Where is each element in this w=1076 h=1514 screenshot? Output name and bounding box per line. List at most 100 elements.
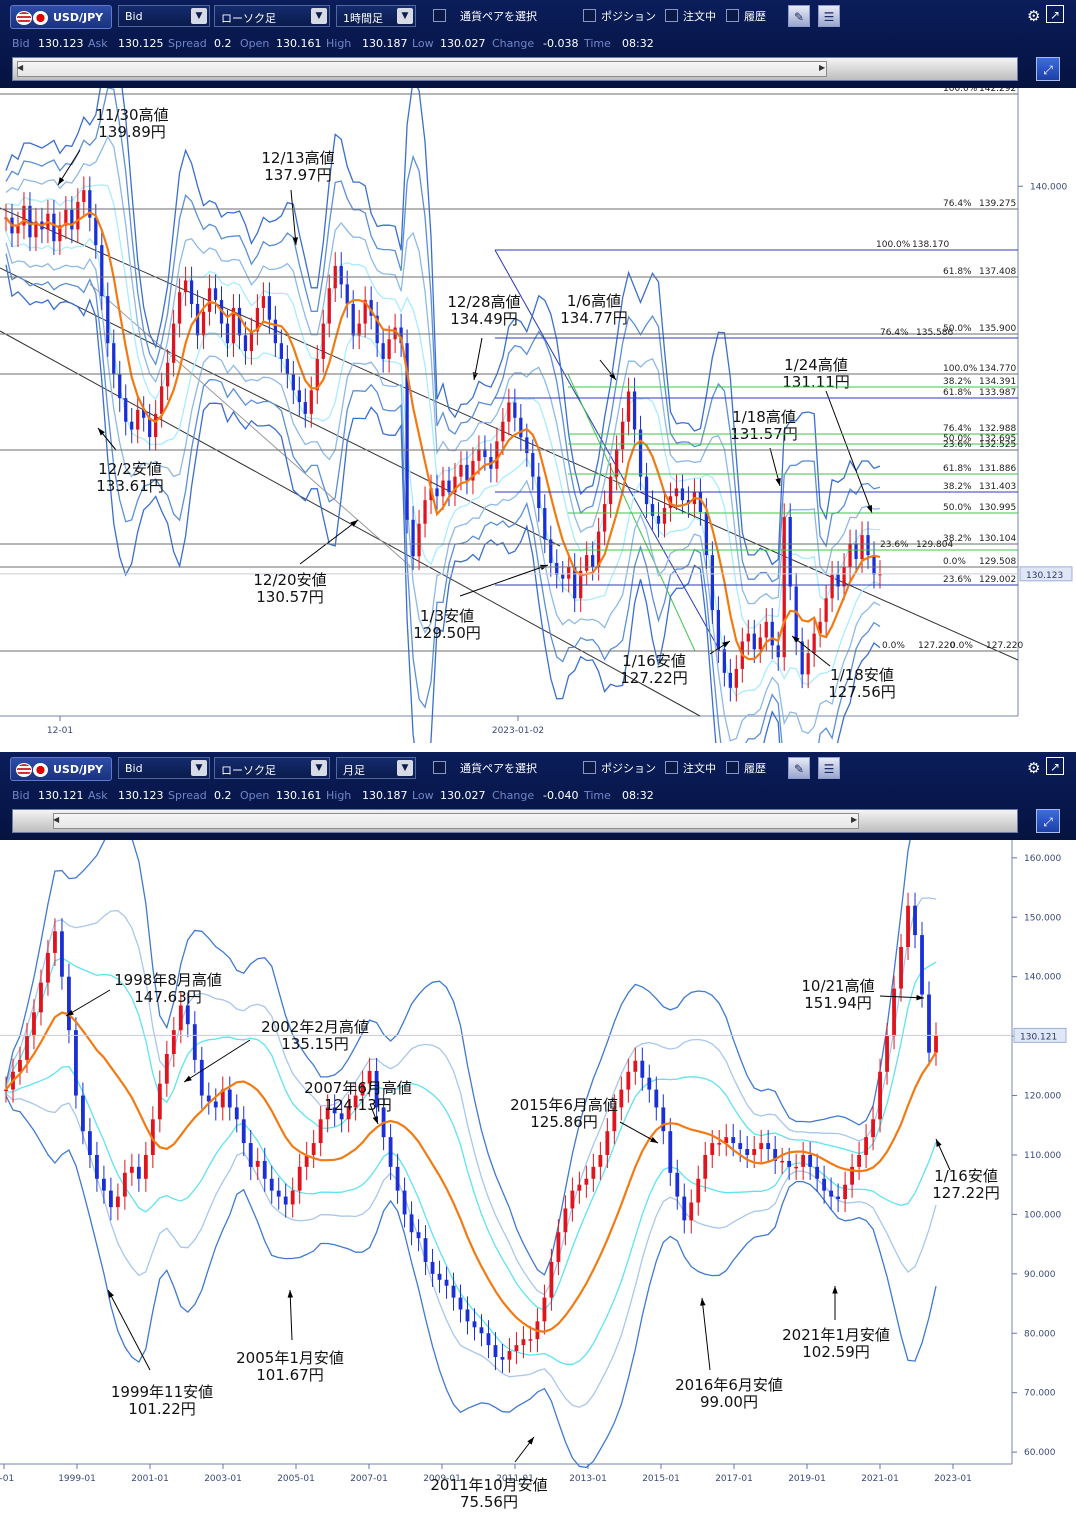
chevron-left-icon[interactable]: ◀ — [53, 815, 60, 824]
candle-body — [52, 213, 56, 242]
price-type-select[interactable]: Bid ▼ — [118, 5, 210, 27]
candle-body — [507, 402, 511, 422]
bollinger-lower-band — [5, 231, 881, 697]
chart-type-select[interactable]: ローソク足 ▼ — [214, 757, 330, 779]
candle-body — [836, 1196, 841, 1200]
x-tick-label: 1999-01 — [58, 1474, 96, 1484]
candle-body — [680, 488, 685, 501]
external-window-icon[interactable]: ↗ — [1046, 757, 1064, 775]
bollinger-upper-band — [5, 135, 881, 605]
currency-pair-button[interactable]: USD/JPY — [10, 757, 112, 781]
candle-body — [493, 1345, 498, 1358]
price-type-select[interactable]: Bid ▼ — [118, 757, 210, 779]
candle-body — [39, 982, 43, 1013]
orders-checkbox[interactable] — [665, 761, 678, 774]
candle-body — [405, 343, 409, 520]
current-price-tag — [1013, 1027, 1067, 1043]
candle-body — [399, 327, 403, 344]
fibonacci-percent-label: 61.8% — [943, 464, 972, 474]
candle-body — [872, 555, 876, 575]
candle-body — [626, 391, 631, 422]
candle-body — [472, 1321, 477, 1328]
fibonacci-percent-label: 0.0% — [950, 641, 973, 651]
expand-icon: ⤢ — [1043, 815, 1053, 829]
chart-settings-button[interactable]: ✎ — [788, 757, 810, 779]
us-flag-icon — [16, 763, 32, 777]
position-checkbox[interactable] — [583, 761, 596, 774]
expand-range-button[interactable]: ⤢ — [1036, 809, 1060, 833]
select-pair-checkbox[interactable] — [433, 761, 446, 774]
candle-body — [860, 535, 864, 560]
navigator-range-thumb[interactable] — [53, 813, 859, 829]
select-pair-checkbox[interactable] — [433, 9, 446, 22]
currency-pair-button[interactable]: USD/JPY — [10, 5, 112, 29]
candle-body — [318, 1119, 323, 1144]
chart-navigator[interactable]: ◀ ▶ — [12, 57, 1018, 81]
candle-body — [632, 391, 637, 430]
annotation-label: 1/16安値 — [622, 652, 686, 670]
fibonacci-percent-label: 100.0% — [943, 364, 978, 374]
candle-body — [752, 633, 756, 650]
candle-body — [920, 935, 924, 995]
candle-body — [644, 476, 649, 505]
chevron-right-icon[interactable]: ▶ — [851, 815, 858, 824]
indicator-list-button[interactable]: ☰ — [818, 757, 840, 779]
candle-body — [303, 402, 307, 414]
ask-label: Ask — [88, 789, 108, 802]
annotation-arrow-head — [372, 1116, 378, 1124]
chart-settings-button[interactable]: ✎ — [788, 5, 810, 27]
fibonacci-price-label: 129.508 — [979, 557, 1016, 567]
annotation-label: 12/20安値 — [253, 571, 326, 589]
open-label: Open — [240, 789, 270, 802]
gear-icon[interactable]: ⚙ — [1027, 7, 1041, 25]
candle-body — [25, 1036, 29, 1060]
spread-value: 0.2 — [214, 789, 232, 802]
candle-body — [423, 500, 427, 524]
candle-body — [189, 280, 194, 304]
x-tick-label: 2019-01 — [788, 1474, 826, 1484]
y-tick-label: 100.000 — [1024, 1210, 1061, 1220]
candle-body — [612, 1107, 617, 1132]
candle-body — [297, 390, 301, 403]
timeframe-select[interactable]: 1時間足 ▼ — [336, 5, 416, 27]
candle-body — [495, 441, 499, 469]
candle-body — [716, 610, 721, 650]
orders-checkbox[interactable] — [665, 9, 678, 22]
annotation-value: 135.15円 — [281, 1035, 349, 1053]
candle-body — [913, 905, 917, 936]
navigator-range-thumb[interactable] — [17, 61, 827, 77]
gear-icon[interactable]: ⚙ — [1027, 759, 1041, 777]
chart-navigator[interactable]: ◀ ▶ — [12, 809, 1018, 833]
candle-body — [728, 672, 732, 688]
annotation-label: 2002年2月高値 — [261, 1018, 369, 1036]
chevron-right-icon[interactable]: ▶ — [819, 63, 826, 72]
chevron-left-icon[interactable]: ◀ — [17, 63, 24, 72]
candle-body — [206, 1095, 211, 1102]
time-label: Time — [584, 37, 611, 50]
history-checkbox[interactable] — [726, 761, 739, 774]
candle-body — [668, 1131, 673, 1173]
fibonacci-price-label: 132.988 — [979, 424, 1016, 434]
candle-body — [759, 1143, 764, 1150]
expand-range-button[interactable]: ⤢ — [1036, 57, 1060, 81]
position-checkbox[interactable] — [583, 9, 596, 22]
candle-body — [500, 1357, 505, 1360]
fibonacci-price-label: 133.987 — [979, 388, 1016, 398]
candle-body — [100, 245, 104, 297]
position-label: ポジション — [601, 762, 656, 775]
chart-type-select[interactable]: ローソク足 ▼ — [214, 5, 330, 27]
indicator-list-button[interactable]: ☰ — [818, 5, 840, 27]
history-checkbox[interactable] — [726, 9, 739, 22]
jp-flag-icon — [33, 11, 48, 25]
annotation-value: 147.63円 — [134, 988, 202, 1006]
candle-body — [88, 190, 92, 218]
annotation-arrow-head — [527, 1437, 534, 1445]
candle-body — [4, 1089, 8, 1092]
external-window-icon[interactable]: ↗ — [1046, 5, 1064, 23]
candle-body — [388, 1137, 393, 1167]
annotation-value: 75.56円 — [460, 1493, 518, 1511]
low-value: 130.027 — [440, 789, 486, 802]
monthly-chart[interactable]: 160.000150.000140.000130.000120.000110.0… — [0, 840, 1076, 1512]
timeframe-select[interactable]: 月足 ▼ — [336, 757, 416, 779]
